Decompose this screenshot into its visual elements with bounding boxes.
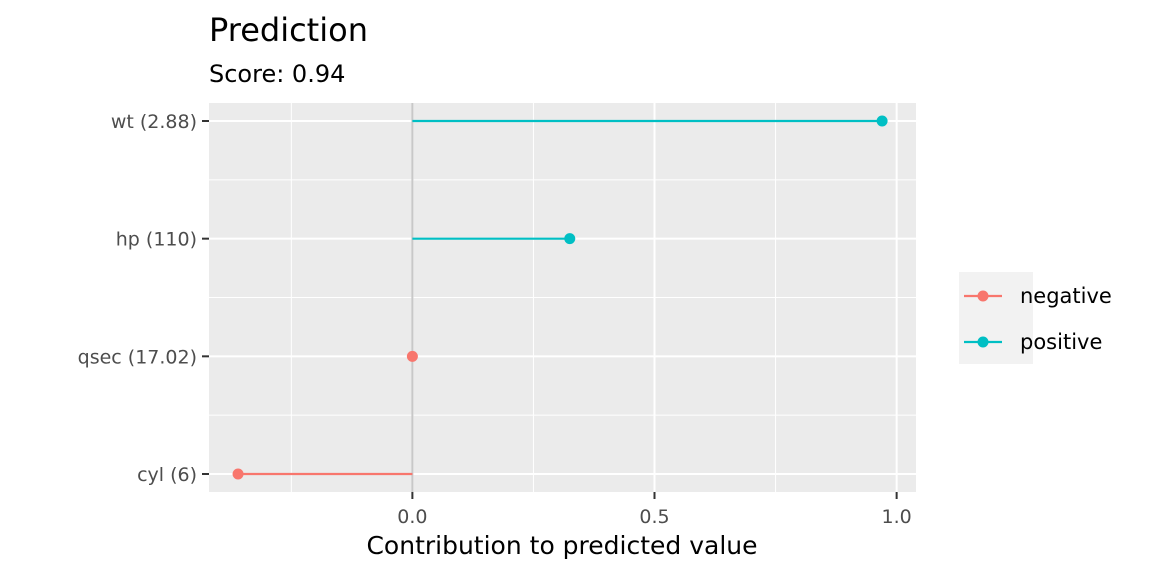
- contribution-points: [232, 115, 888, 480]
- legend-label-negative: negative: [1020, 284, 1112, 308]
- y-tick-label: wt (2.88): [111, 111, 197, 133]
- legend-key-point: [977, 290, 989, 302]
- point-positive: [876, 115, 888, 127]
- y-tick-label: hp (110): [116, 229, 197, 251]
- legend: negative positive: [959, 272, 1112, 364]
- minor-gridlines: [209, 103, 916, 492]
- x-tick-label: 0.0: [397, 506, 427, 528]
- y-tick-label: qsec (17.02): [78, 346, 197, 368]
- chart-title: Prediction: [209, 11, 368, 49]
- legend-background: [959, 272, 1033, 364]
- point-negative: [232, 468, 244, 480]
- point-negative: [406, 350, 418, 362]
- contribution-segments: [238, 119, 883, 476]
- legend-label-positive: positive: [1020, 330, 1102, 354]
- x-tick-label: 0.5: [639, 506, 669, 528]
- point-positive: [564, 233, 576, 245]
- chart-subtitle: Score: 0.94: [209, 60, 345, 88]
- x-tick-label: 1.0: [882, 506, 912, 528]
- x-axis-title: Contribution to predicted value: [366, 531, 757, 560]
- legend-key-point: [977, 336, 989, 348]
- x-axis: 0.0 0.5 1.0: [397, 492, 912, 528]
- y-axis: wt (2.88) hp (110) qsec (17.02) cyl (6): [78, 111, 209, 486]
- y-tick-label: cyl (6): [137, 464, 197, 486]
